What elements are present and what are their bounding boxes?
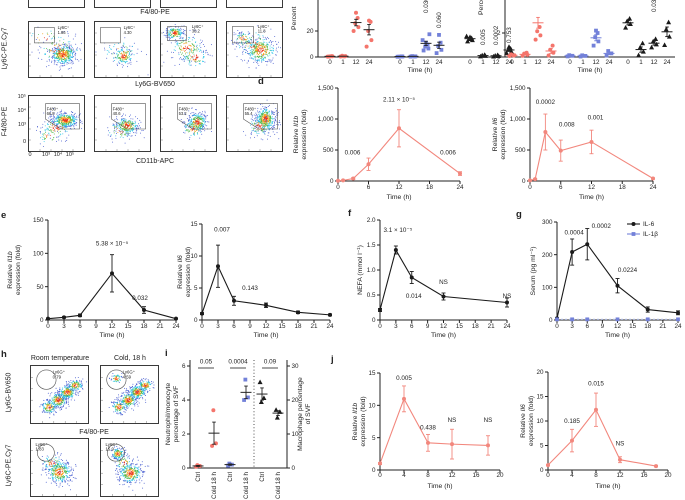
flow-xtick: 10³ bbox=[42, 152, 50, 158]
column-title-room-temperature: Room temperature bbox=[30, 355, 90, 362]
panel-letter-i: i bbox=[165, 348, 168, 359]
svg-text:11.8: 11.8 bbox=[258, 29, 266, 34]
svg-text:55.4: 55.4 bbox=[245, 111, 254, 116]
flow-a-ly6c-1: Ly6C⁺ 1.86 bbox=[28, 21, 85, 78]
svg-text:1.86: 1.86 bbox=[58, 30, 67, 35]
flow-a-ly6c-2: Ly6C⁺ 4.30 bbox=[94, 21, 151, 78]
svg-text:Ly6C⁺: Ly6C⁺ bbox=[258, 24, 270, 29]
flow-a-f480-2: F480⁺ 40.6 bbox=[94, 95, 151, 152]
svg-text:F480⁺: F480⁺ bbox=[245, 106, 257, 111]
svg-text:Ly6C⁺: Ly6C⁺ bbox=[124, 25, 136, 30]
flow-h-cold-ly6g: Ly6G⁺ 4.59 bbox=[100, 365, 159, 424]
flow-xtick: 0 bbox=[28, 152, 32, 158]
axis-label-ly6c-pecy7: Ly6C-PE.Cy7 bbox=[1, 27, 9, 70]
flow-plot-stub-1 bbox=[28, 0, 85, 8]
flow-h-rt-ly6c: Ly6C⁺ 1.83 bbox=[30, 438, 89, 497]
flow-ytick: 10⁵ bbox=[17, 94, 26, 100]
axis-label-ly6g-bv650: Ly6G-BV650 bbox=[135, 81, 175, 88]
flow-plot-stub-4 bbox=[226, 0, 283, 8]
svg-text:Ly6G⁺: Ly6G⁺ bbox=[53, 369, 65, 374]
svg-text:Ly6C⁺: Ly6C⁺ bbox=[58, 25, 70, 30]
flow-xtick: 10⁴ bbox=[53, 152, 63, 158]
column-title-cold-18h: Cold, 18 h bbox=[114, 355, 146, 362]
panel-letter-g: g bbox=[516, 209, 522, 220]
axis-label-ly6g-bv650-h: Ly6G-BV650 bbox=[5, 372, 13, 413]
panel-letter-f: f bbox=[348, 208, 352, 219]
panel-letter-h: h bbox=[1, 349, 7, 360]
axis-label-cd11b-apc: CD11b-APC bbox=[136, 158, 174, 165]
axis-label-f480-pe-left: F4/80-PE bbox=[1, 106, 9, 137]
svg-text:66.8: 66.8 bbox=[47, 111, 56, 116]
flow-a-f480-4: F480⁺ 55.4 bbox=[226, 95, 283, 152]
flow-a-ly6c-4: Ly6C⁺ 11.8 bbox=[226, 21, 283, 78]
panel-letter-d: d bbox=[258, 76, 264, 87]
flow-ytick: 0 bbox=[22, 139, 26, 145]
svg-text:Ly6C⁺: Ly6C⁺ bbox=[192, 24, 204, 29]
panel-letter-e: e bbox=[1, 210, 7, 221]
flow-ytick: 10³ bbox=[18, 122, 26, 128]
flow-a-ly6c-3: Ly6C⁺ 38.2 bbox=[160, 21, 217, 78]
svg-text:4.59: 4.59 bbox=[123, 374, 132, 379]
svg-text:40.6: 40.6 bbox=[113, 111, 122, 116]
svg-text:0.79: 0.79 bbox=[53, 374, 62, 379]
axis-label-ly6c-pecy7-h: Ly6C-PE.Cy7 bbox=[5, 444, 13, 487]
panel-letter-j: j bbox=[331, 354, 334, 365]
flow-a-f480-1: F480⁺ 66.8 bbox=[28, 95, 85, 152]
flow-xtick: 10⁵ bbox=[65, 152, 75, 158]
svg-text:Ly6G⁺: Ly6G⁺ bbox=[123, 369, 135, 374]
svg-text:53.2: 53.2 bbox=[179, 111, 188, 116]
flow-a-f480-3: F480⁺ 53.2 bbox=[160, 95, 217, 152]
svg-text:38.2: 38.2 bbox=[192, 29, 201, 34]
svg-text:F480⁺: F480⁺ bbox=[113, 106, 125, 111]
flow-ytick: 10⁴ bbox=[17, 108, 26, 114]
svg-text:4.30: 4.30 bbox=[124, 30, 133, 35]
flow-plot-stub-2 bbox=[94, 0, 151, 8]
flow-plot-stub-3 bbox=[160, 0, 217, 8]
axis-label-f480-pe-top: F4/80-PE bbox=[140, 9, 170, 16]
axis-label-f480-pe-h: F4/80-PE bbox=[79, 429, 109, 436]
flow-h-rt-ly6g: Ly6G⁺ 0.79 bbox=[30, 365, 89, 424]
svg-text:F480⁺: F480⁺ bbox=[47, 106, 59, 111]
svg-text:F480⁺: F480⁺ bbox=[179, 106, 191, 111]
flow-h-cold-ly6c: Ly6C⁺ 15.9 bbox=[100, 438, 159, 497]
